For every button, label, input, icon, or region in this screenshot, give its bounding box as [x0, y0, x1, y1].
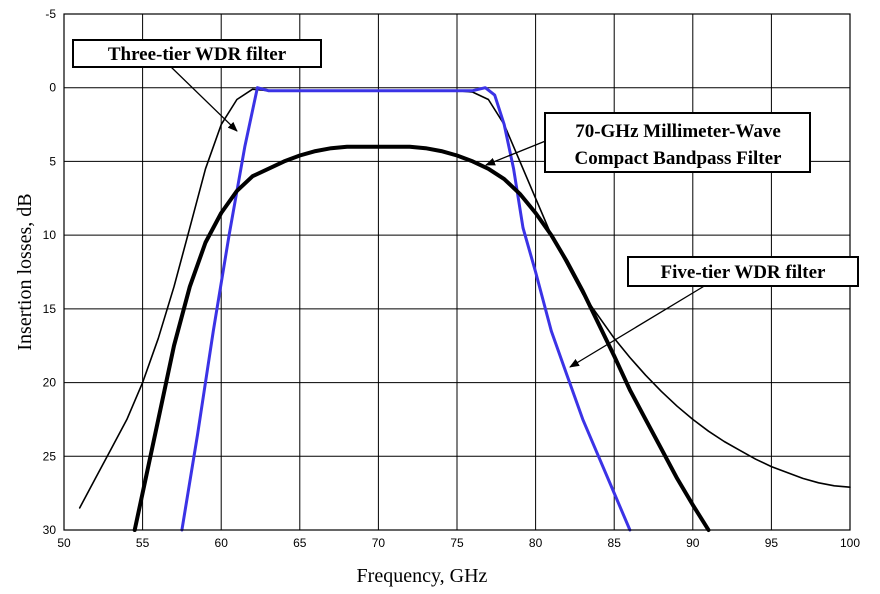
- y-axis-ticks: -5 0 5 10 15 20 25 30: [43, 7, 57, 537]
- x-tick-label-70: 70: [372, 536, 386, 550]
- callout-three-tier-label: Three-tier WDR filter: [108, 44, 287, 65]
- callout-five-tier-arrow: [569, 284, 707, 368]
- callout-three-tier: Three-tier WDR filter: [72, 39, 322, 132]
- y-tick-label-15: 15: [43, 302, 57, 316]
- callout-five-tier-box: [627, 256, 859, 287]
- y-axis-title: Insertion losses, dB: [14, 193, 36, 350]
- y-tick-label-20: 20: [43, 376, 57, 390]
- x-tick-label-75: 75: [450, 536, 464, 550]
- callout-bandpass-line1: 70-GHz Millimeter-Wave: [575, 121, 781, 142]
- y-tick-label-5: 5: [49, 154, 56, 168]
- series-line-70-ghz-millimeter-wave-compact-bandpass-filter: [132, 144, 711, 532]
- callout-three-tier-box: [72, 39, 322, 68]
- x-tick-label-80: 80: [529, 536, 543, 550]
- x-tick-label-50: 50: [57, 536, 71, 550]
- x-tick-label-85: 85: [608, 536, 622, 550]
- callout-five-tier: Five-tier WDR filter: [569, 256, 859, 368]
- y-tick-label-10: 10: [43, 228, 57, 242]
- callout-bandpass: 70-GHz Millimeter-Wave Compact Bandpass …: [485, 112, 811, 173]
- callout-bandpass-arrow: [485, 139, 549, 166]
- y-tick-label-0: 0: [49, 81, 56, 95]
- x-axis-ticks: 50 55 60 65 70 75 80 85 90 95 100: [57, 536, 860, 550]
- series-group: [78, 86, 851, 532]
- x-tick-label-60: 60: [215, 536, 229, 550]
- y-tick-label--5: -5: [45, 7, 56, 21]
- x-tick-label-90: 90: [686, 536, 700, 550]
- x-tick-label-55: 55: [136, 536, 150, 550]
- x-tick-label-95: 95: [765, 536, 779, 550]
- x-tick-label-100: 100: [840, 536, 860, 550]
- y-tick-label-25: 25: [43, 449, 57, 463]
- callout-three-tier-arrow: [169, 65, 238, 132]
- callout-bandpass-line2: Compact Bandpass Filter: [575, 148, 782, 169]
- callout-five-tier-label: Five-tier WDR filter: [661, 262, 827, 283]
- x-tick-label-65: 65: [293, 536, 307, 550]
- x-axis-title: Frequency, GHz: [357, 565, 488, 587]
- y-tick-label-30: 30: [43, 523, 57, 537]
- series-line-five-tier-wdr-filter: [180, 86, 632, 532]
- callout-bandpass-box: [544, 112, 811, 173]
